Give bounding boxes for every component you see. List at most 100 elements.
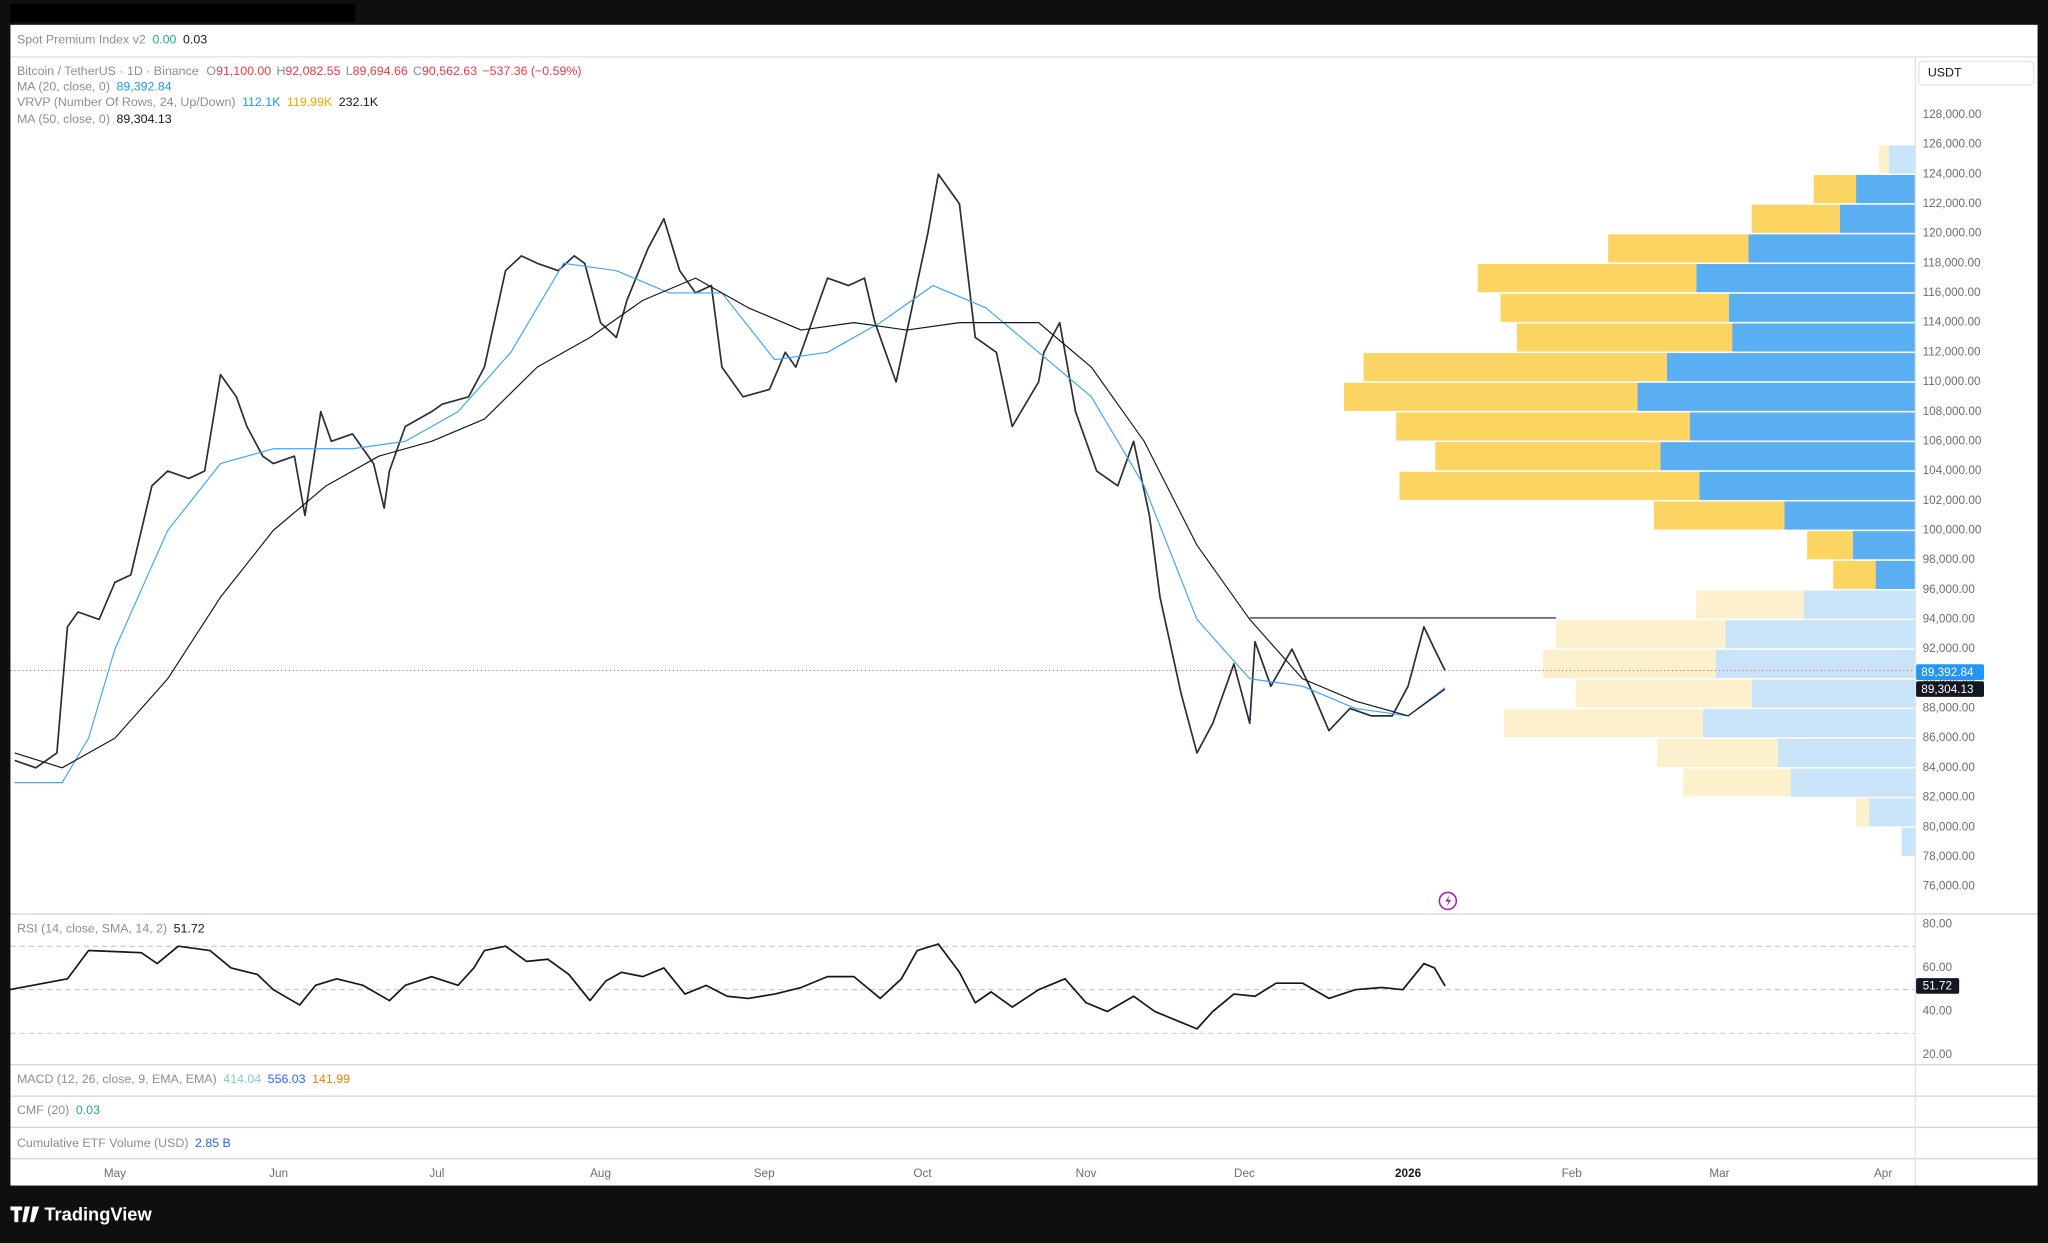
y-tick-label: 116,000.00 — [1923, 286, 1981, 299]
profile-down-bar — [1503, 709, 1703, 738]
profile-down-bar — [1751, 204, 1840, 233]
profile-down-bar — [1575, 679, 1752, 708]
x-tick-label: Sep — [754, 1167, 775, 1180]
profile-down-bar — [1396, 412, 1690, 441]
profile-down-bar — [1435, 442, 1661, 471]
price-pane — [10, 145, 1915, 857]
alert-icon — [1438, 891, 1458, 911]
profile-down-bar — [1477, 264, 1697, 293]
y-tick-label: 106,000.00 — [1923, 434, 1982, 447]
y-tick-label: 60.00 — [1923, 961, 1953, 974]
y-tick-label: 120,000.00 — [1923, 227, 1982, 240]
indicator-value: 0.00 — [152, 33, 176, 47]
profile-up-bar — [1715, 649, 1915, 678]
pane-name: CMF (20) — [17, 1103, 69, 1117]
profile-down-bar — [1556, 620, 1726, 649]
profile-up-bar — [1790, 768, 1915, 797]
series-line — [9, 943, 1446, 1030]
rsi-pane — [9, 943, 1915, 1034]
profile-up-bar — [1666, 353, 1915, 382]
rsi-legend: RSI (14, close, SMA, 14, 2) 51.72 — [17, 922, 205, 936]
profile-up-bar — [1875, 560, 1915, 589]
y-tick-label: 96,000.00 — [1923, 583, 1976, 596]
y-tick-label: 108,000.00 — [1923, 405, 1982, 418]
pane-value: 0.03 — [76, 1103, 100, 1117]
pane-value: 141.99 — [312, 1072, 350, 1086]
logo-mark — [10, 1206, 40, 1223]
series-line — [14, 173, 1446, 769]
profile-down-bar — [1608, 234, 1749, 263]
rsi-tag-label: 51.72 — [1923, 980, 1952, 993]
profile-down-bar — [1500, 293, 1729, 322]
profile-down-bar — [1363, 353, 1667, 382]
x-tick-label: Mar — [1709, 1167, 1729, 1180]
pane-value: 414.04 — [223, 1072, 261, 1086]
profile-down-bar — [1807, 531, 1853, 560]
y-tick-label: 94,000.00 — [1923, 613, 1976, 626]
y-tick-label: 86,000.00 — [1923, 731, 1976, 744]
price-tag — [1916, 681, 1984, 697]
pane-value: 556.03 — [268, 1072, 306, 1086]
ma-value: 89,392.84 — [116, 80, 171, 94]
y-tick-label: 112,000.00 — [1923, 345, 1981, 358]
ma-value: 89,304.13 — [116, 112, 171, 126]
profile-up-bar — [1702, 709, 1915, 738]
profile-up-bar — [1732, 323, 1915, 352]
x-tick-label: Jun — [269, 1167, 288, 1180]
vrvp-name: VRVP (Number Of Rows, 24, Up/Down) — [17, 95, 236, 109]
macd-legend: MACD (12, 26, close, 9, EMA, EMA) 414.04 5… — [17, 1072, 350, 1086]
ohlc-label: C — [413, 64, 422, 78]
y-tick-label: 20.00 — [1923, 1048, 1953, 1061]
profile-up-bar — [1901, 827, 1915, 857]
alert-bolt — [1445, 895, 1452, 907]
series-line — [14, 277, 1446, 769]
y-tick-label: 98,000.00 — [1923, 553, 1976, 566]
profile-down-bar — [1878, 145, 1889, 174]
ma50-legend: MA (50, close, 0) 89,304.13 — [17, 112, 172, 126]
rsi-tag — [1916, 978, 1960, 994]
profile-up-bar — [1777, 738, 1915, 768]
price-tag-label: 89,304.13 — [1921, 683, 1974, 696]
y-tick-label: 126,000.00 — [1923, 138, 1982, 151]
x-tick-label: Aug — [590, 1167, 611, 1180]
profile-down-bar — [1399, 471, 1700, 500]
currency-button[interactable] — [1918, 60, 2035, 86]
profile-up-bar — [1852, 531, 1915, 560]
ma20-legend: MA (20, close, 0) 89,392.84 — [17, 80, 172, 94]
indicator-name: Spot Premium Index v2 — [17, 33, 146, 47]
y-tick-label: 114,000.00 — [1923, 316, 1981, 329]
y-tick-label: 104,000.00 — [1923, 464, 1982, 477]
vrvp-down: 119.99K — [287, 95, 333, 109]
y-tick-label: 84,000.00 — [1923, 761, 1976, 774]
symbol: Bitcoin / TetherUS · 1D · Binance — [17, 64, 199, 78]
y-tick-label: 124,000.00 — [1923, 167, 1982, 180]
y-tick-label: 128,000.00 — [1923, 108, 1982, 121]
pane-value: 2.85 B — [195, 1136, 231, 1150]
y-tick-label: 110,000.00 — [1923, 375, 1981, 388]
logo: TradingView — [10, 1203, 152, 1224]
change: −537.36 (−0.59%) — [482, 64, 581, 78]
profile-up-bar — [1637, 382, 1915, 411]
profile-up-bar — [1689, 412, 1915, 441]
y-tick-label: 92,000.00 — [1923, 642, 1976, 655]
profile-up-bar — [1869, 798, 1915, 827]
ohlc-value: 91,100.00 — [216, 64, 271, 78]
y-tick-label: 82,000.00 — [1923, 791, 1976, 804]
y-tick-label: 102,000.00 — [1923, 494, 1982, 507]
profile-up-bar — [1803, 590, 1915, 619]
indicator-value: 0.03 — [183, 33, 207, 47]
profile-down-bar — [1344, 382, 1638, 411]
profile-down-bar — [1516, 323, 1733, 352]
y-tick-label: 76,000.00 — [1923, 880, 1976, 893]
profile-down-bar — [1657, 738, 1778, 768]
vrvp-up: 112.1K — [242, 95, 281, 109]
profile-up-bar — [1751, 679, 1915, 708]
profile-up-bar — [1696, 264, 1915, 293]
price-tag — [1916, 664, 1984, 680]
spot-premium-legend: Spot Premium Index v2 0.00 0.03 — [17, 33, 207, 47]
ohlc-value: 89,694.66 — [353, 64, 408, 78]
y-tick-label: 122,000.00 — [1923, 197, 1982, 210]
currency[interactable]: USDT — [1928, 65, 1962, 79]
profile-up-bar — [1660, 442, 1915, 471]
